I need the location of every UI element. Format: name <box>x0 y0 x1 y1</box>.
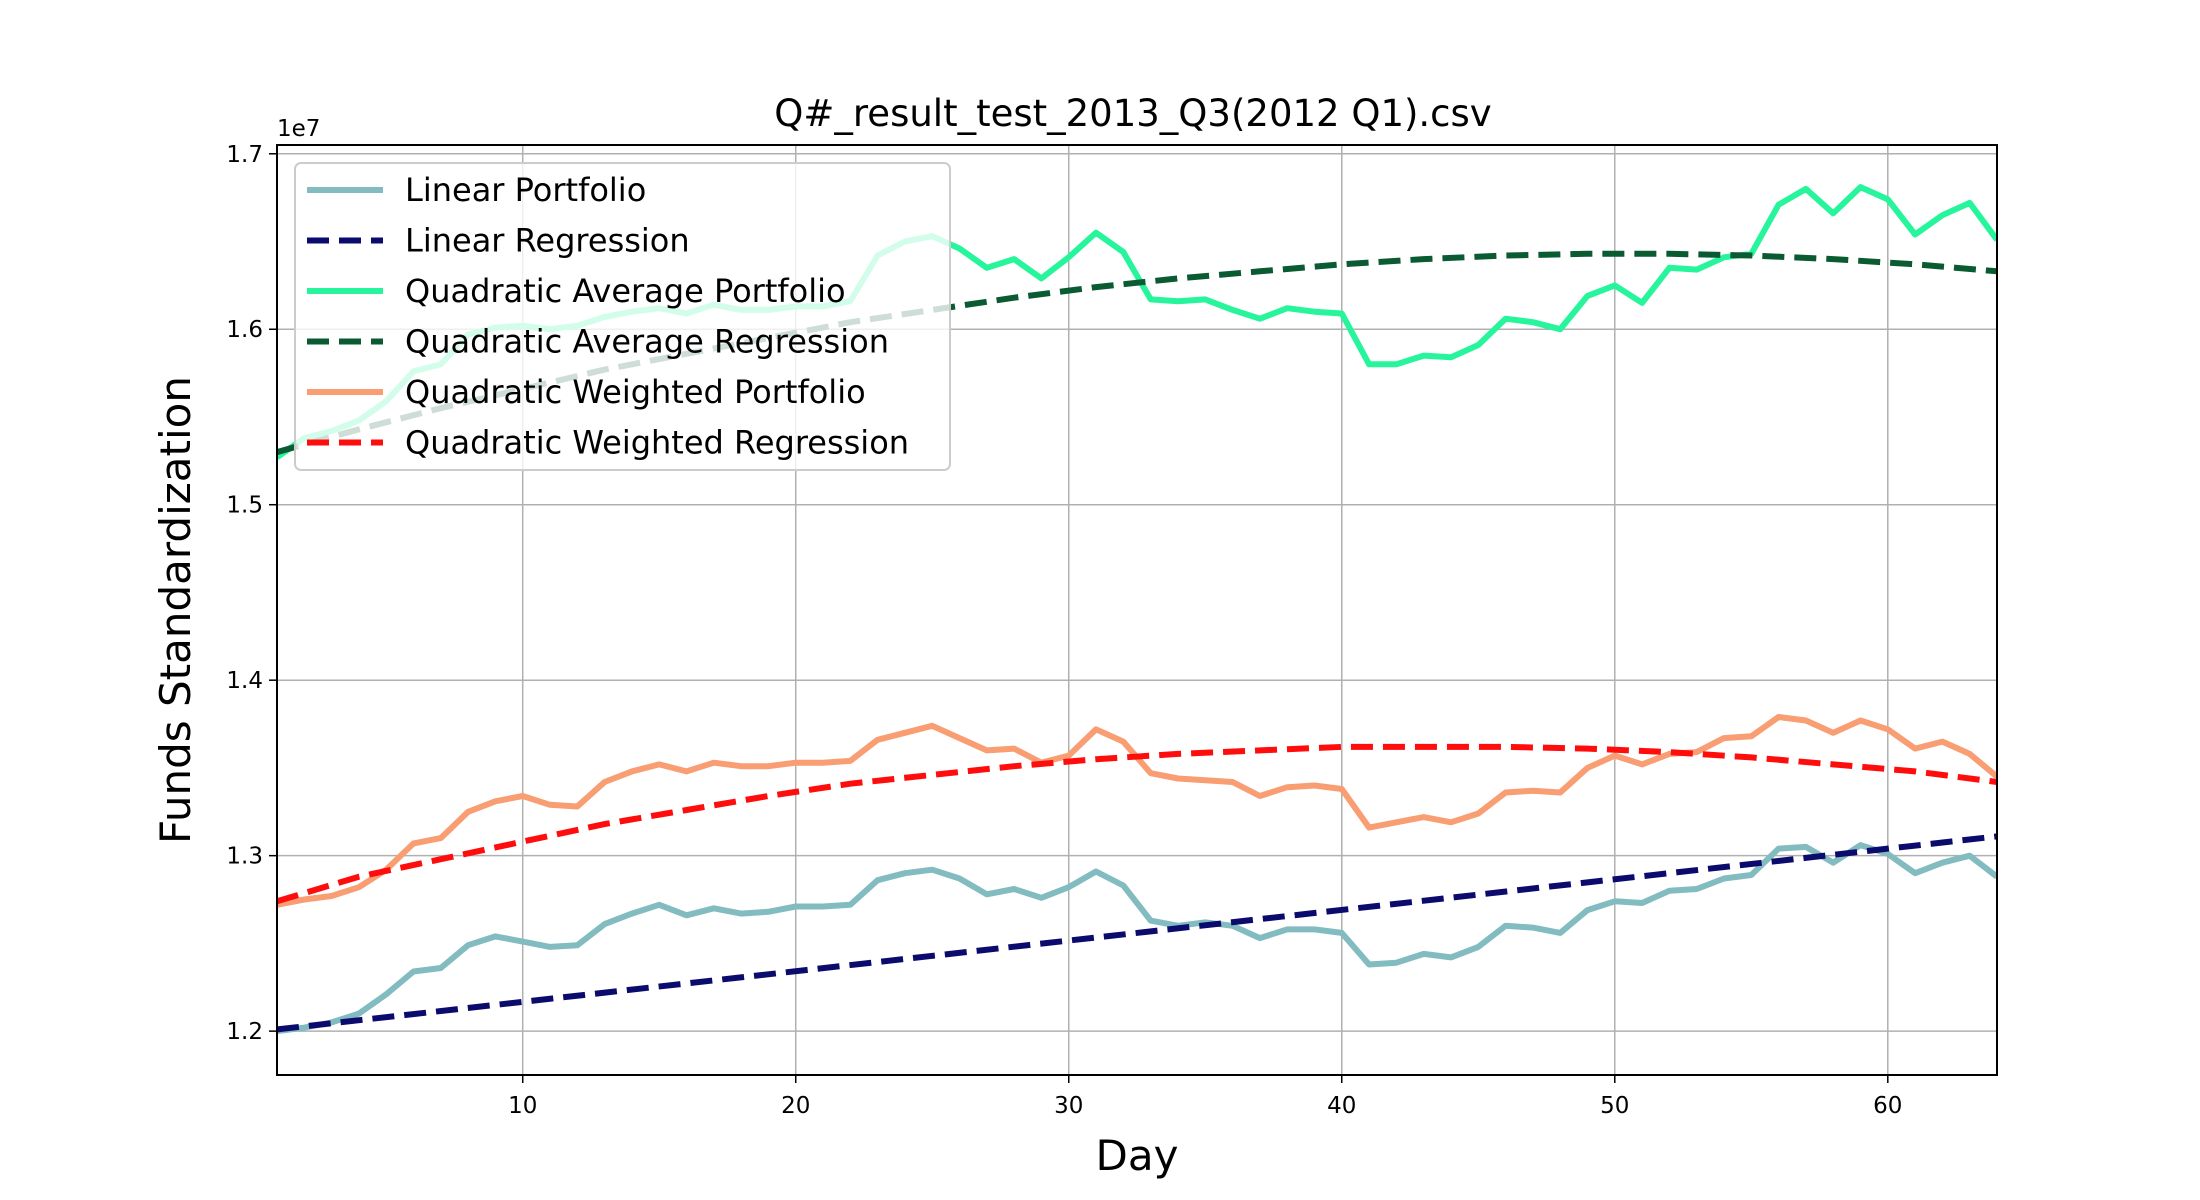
y-tick-label: 1.6 <box>226 317 263 343</box>
chart-title: Q#_result_test_2013_Q3(2012 Q1).csv <box>774 92 1491 135</box>
y-tick-label: 1.7 <box>226 142 263 168</box>
y-tick-label: 1.2 <box>226 1019 263 1045</box>
legend: Linear Portfolio Linear Regression Quadrat… <box>294 162 951 471</box>
legend-label: Quadratic Average Regression <box>405 323 889 361</box>
x-tick-label: 50 <box>1600 1093 1629 1119</box>
plot-frame <box>276 144 1998 1076</box>
legend-box <box>294 162 951 471</box>
legend-label: Quadratic Weighted Regression <box>405 424 909 462</box>
legend-label: Linear Portfolio <box>405 171 646 209</box>
x-tick-label: 10 <box>508 1093 537 1119</box>
y-tick-label: 1.5 <box>226 493 263 519</box>
x-tick-label: 60 <box>1873 1093 1902 1119</box>
y-tick-label: 1.3 <box>226 844 263 870</box>
grid <box>277 145 1997 1075</box>
x-tick-label: 30 <box>1054 1093 1083 1119</box>
series-line-linear-portfolio <box>277 842 1997 1035</box>
y-tick-label: 1.4 <box>226 668 263 694</box>
series-line-quadratic-weighted-regression <box>277 743 1997 905</box>
x-axis: 10 20 30 40 50 60 <box>508 1075 1902 1119</box>
y-offset-label: 1e7 <box>277 116 320 142</box>
x-tick-label: 40 <box>1327 1093 1356 1119</box>
y-axis-title: Funds Standardization <box>151 376 200 844</box>
y-axis: 1.2 1.3 1.4 1.5 1.6 1.7 <box>226 142 277 1045</box>
legend-label: Linear Regression <box>405 222 690 260</box>
x-axis-title: Day <box>1096 1131 1179 1180</box>
series-line-linear-regression <box>277 833 1997 1033</box>
x-tick-label: 20 <box>781 1093 810 1119</box>
legend-label: Quadratic Average Portfolio <box>405 272 846 310</box>
legend-label: Quadratic Weighted Portfolio <box>405 373 866 411</box>
